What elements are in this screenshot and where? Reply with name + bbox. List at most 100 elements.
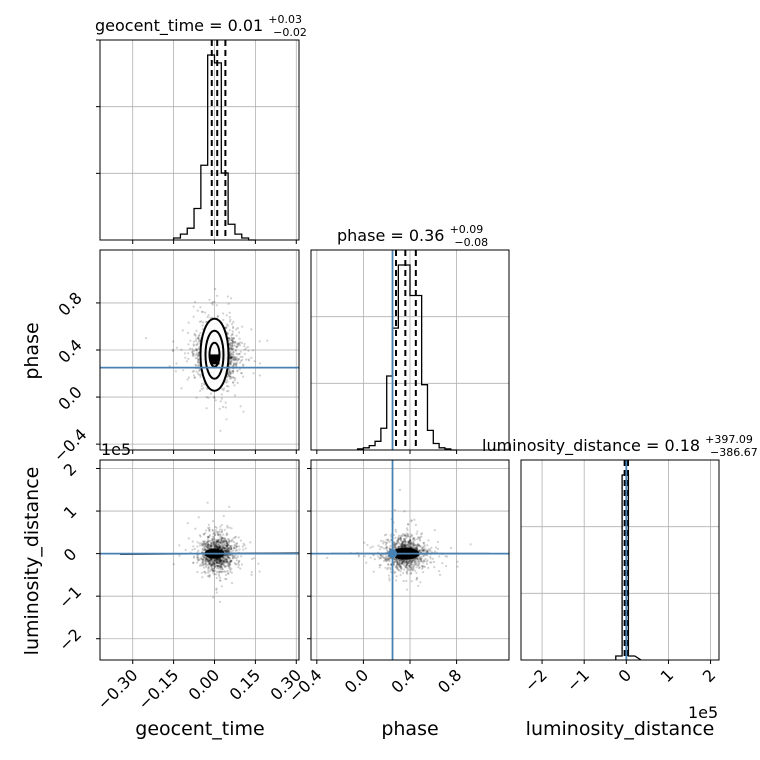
sample-point	[222, 560, 225, 563]
sample-point	[238, 368, 241, 371]
sample-point	[229, 544, 232, 547]
sample-point	[244, 547, 247, 550]
sample-point	[229, 545, 232, 548]
sample-point	[234, 535, 237, 538]
sample-point	[220, 563, 223, 566]
sample-point	[401, 561, 404, 565]
sample-point	[208, 560, 211, 564]
sample-point	[210, 545, 213, 548]
sample-point	[207, 558, 210, 562]
sample-point	[438, 555, 441, 558]
sample-point	[242, 410, 245, 413]
sample-point	[399, 546, 402, 549]
sample-point	[217, 558, 220, 561]
sample-point	[212, 562, 215, 565]
sample-point	[401, 542, 404, 545]
sample-point	[224, 549, 227, 552]
sample-point	[237, 342, 240, 345]
sample-point	[238, 342, 241, 345]
sample-point	[188, 347, 192, 350]
sample-point	[224, 577, 227, 581]
sample-point	[185, 360, 188, 363]
sample-point	[215, 576, 218, 580]
sample-point	[243, 342, 246, 346]
sample-point	[418, 545, 422, 548]
sample-point	[206, 501, 209, 504]
sample-point	[224, 549, 227, 552]
sample-point	[231, 339, 234, 342]
sample-point	[422, 555, 425, 558]
sample-point	[237, 536, 240, 539]
sample-point	[413, 518, 416, 521]
sample-point	[195, 348, 198, 351]
sample-point	[396, 561, 399, 564]
sample-point	[214, 569, 217, 572]
sample-point	[249, 541, 252, 544]
sample-point	[208, 562, 211, 565]
sample-point	[199, 389, 202, 392]
sample-point	[216, 567, 219, 570]
sample-point	[399, 566, 402, 569]
sample-point	[400, 545, 403, 549]
sample-point	[202, 387, 205, 390]
sample-point	[201, 555, 204, 558]
histogram-phase	[356, 264, 457, 451]
sample-point	[232, 327, 235, 330]
sample-point	[394, 560, 397, 563]
sample-point	[203, 570, 206, 573]
sample-point	[384, 559, 388, 562]
sample-point	[404, 545, 407, 548]
sample-point	[211, 303, 214, 306]
sample-point	[230, 360, 233, 363]
x-tick-label: 2	[699, 665, 720, 686]
sample-point	[223, 528, 226, 531]
sample-point	[207, 565, 210, 569]
sample-point	[201, 561, 204, 564]
sample-point	[237, 545, 241, 548]
sample-point	[227, 544, 230, 547]
sample-point	[218, 570, 221, 573]
sample-point	[220, 547, 223, 551]
sample-point	[394, 536, 397, 540]
sample-point	[371, 545, 374, 548]
sample-point	[420, 533, 423, 536]
sample-point	[208, 526, 211, 530]
sample-point	[197, 558, 200, 562]
sample-point	[408, 561, 411, 564]
sample-point	[395, 542, 398, 545]
sample-point	[231, 557, 235, 560]
sample-point	[196, 571, 199, 574]
sample-point	[212, 541, 215, 544]
sample-point	[224, 539, 227, 542]
sample-point	[393, 543, 396, 546]
sample-point	[241, 355, 244, 358]
sample-point	[197, 354, 200, 357]
sample-point	[401, 541, 404, 544]
sample-point	[226, 543, 230, 546]
sample-point	[406, 561, 409, 564]
sample-point	[403, 545, 406, 548]
sample-point	[219, 566, 222, 569]
sample-point	[221, 561, 224, 565]
sample-point	[218, 560, 221, 563]
sample-point	[200, 571, 203, 574]
sample-point	[227, 564, 230, 568]
sample-point	[226, 375, 229, 378]
sample-point	[406, 535, 409, 538]
sample-point	[217, 538, 221, 541]
sample-point	[205, 558, 208, 561]
sample-point	[395, 540, 398, 543]
sample-point	[400, 544, 403, 547]
sample-point	[214, 525, 217, 529]
sample-point	[208, 560, 211, 563]
sample-point	[232, 540, 236, 544]
sample-point	[412, 558, 415, 561]
sample-point	[232, 337, 236, 340]
sample-point	[215, 541, 218, 545]
sample-point	[412, 540, 415, 543]
sample-point	[235, 346, 238, 349]
sample-point	[401, 542, 404, 546]
sample-point	[214, 558, 217, 561]
sample-point	[214, 544, 217, 547]
sample-point	[411, 538, 415, 541]
